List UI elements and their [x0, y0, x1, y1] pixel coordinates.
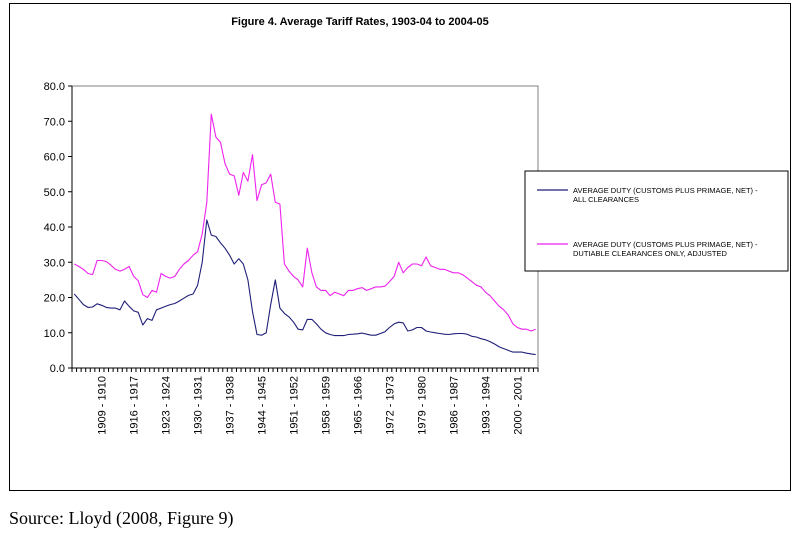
y-tick-label: 20.0	[44, 293, 65, 305]
y-tick-label: 0.0	[50, 363, 65, 375]
series-line-2	[74, 113, 536, 332]
x-tick-label: 1909 - 1910	[97, 376, 109, 435]
x-tick-label: 1986 - 1987	[448, 376, 460, 435]
legend-label-2: DUTIABLE CLEARANCES ONLY, ADJUSTED	[573, 249, 728, 258]
legend-label-1: AVERAGE DUTY (CUSTOMS PLUS PRIMAGE, NET)…	[573, 186, 758, 195]
y-tick-label: 30.0	[44, 257, 65, 269]
x-tick-label: 1965 - 1966	[353, 376, 365, 435]
y-tick-label: 40.0	[44, 222, 65, 234]
x-tick-label: 2000 - 2001	[512, 376, 524, 435]
legend-box	[524, 170, 789, 272]
y-tick-label: 50.0	[44, 187, 65, 199]
plot-area: 0.0 10.0 20.0 30.0 40.0 50.0 60.0 70.0 80.0 1909 …	[44, 81, 539, 435]
y-tick-label: 60.0	[44, 152, 65, 164]
legend-label-1: ALL CLEARANCES	[573, 195, 639, 204]
y-tick-label: 10.0	[44, 328, 65, 340]
chart-title: Figure 4. Average Tariff Rates, 1903-04 …	[231, 16, 489, 28]
y-tick-label: 80.0	[44, 81, 65, 93]
x-tick-label: 1979 - 1980	[417, 376, 429, 435]
y-tick-label: 70.0	[44, 116, 65, 128]
series-line-1	[73, 219, 536, 356]
x-tick-label: 1937 - 1938	[225, 376, 237, 435]
x-tick-label: 1972 - 1973	[385, 376, 397, 435]
x-tick-label: 1944 - 1945	[257, 376, 269, 435]
source-note: Source: Lloyd (2008, Figure 9)	[9, 508, 234, 528]
x-tick-label: 1930 - 1931	[193, 376, 205, 435]
x-tick-label: 1958 - 1959	[321, 376, 333, 435]
legend: AVERAGE DUTY (CUSTOMS PLUS PRIMAGE, NET)…	[524, 170, 789, 272]
chart: Figure 4. Average Tariff Rates, 1903-04 …	[44, 16, 789, 435]
x-tick-label: 1916 - 1917	[129, 376, 141, 435]
legend-label-2: AVERAGE DUTY (CUSTOMS PLUS PRIMAGE, NET)…	[573, 240, 758, 249]
x-tick-label: 1951 - 1952	[289, 376, 301, 435]
x-tick-label: 1993 - 1994	[480, 376, 492, 435]
x-tick-label: 1923 - 1924	[161, 376, 173, 435]
